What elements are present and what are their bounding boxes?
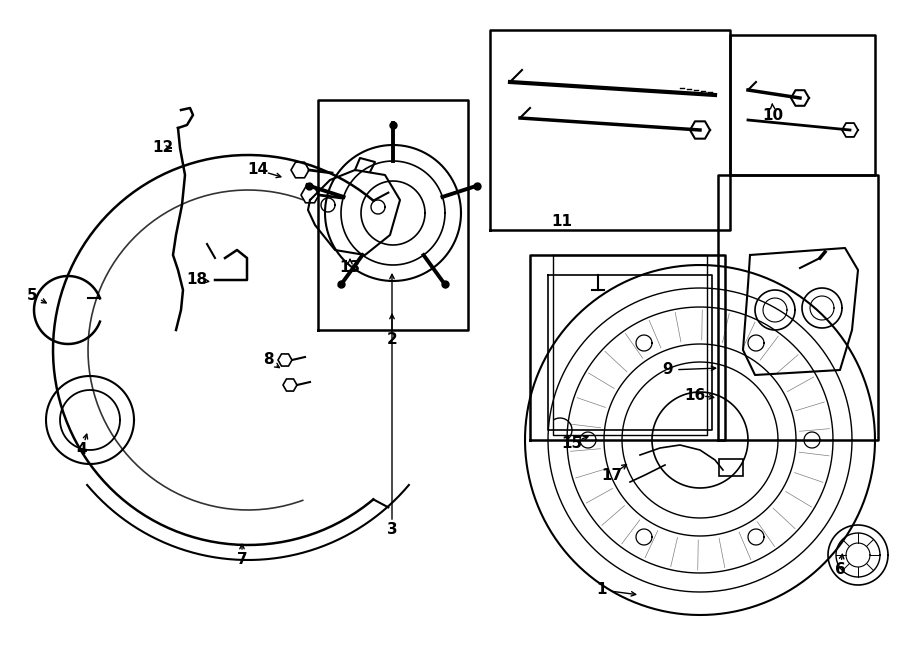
Text: 5: 5	[27, 288, 37, 303]
Text: 11: 11	[552, 215, 572, 229]
Text: 9: 9	[662, 362, 673, 377]
Text: 3: 3	[387, 522, 397, 537]
Text: 4: 4	[76, 442, 87, 457]
Text: 7: 7	[237, 553, 248, 568]
Text: 16: 16	[684, 387, 706, 403]
Text: 8: 8	[263, 352, 274, 368]
Text: 14: 14	[248, 163, 268, 178]
Text: 10: 10	[762, 108, 784, 122]
Text: 15: 15	[562, 436, 582, 451]
Text: 12: 12	[152, 141, 174, 155]
Text: 2: 2	[387, 332, 398, 348]
Text: 6: 6	[834, 563, 845, 578]
Text: 1: 1	[597, 582, 608, 598]
Text: 17: 17	[601, 467, 623, 483]
Text: 13: 13	[339, 260, 361, 276]
Text: 18: 18	[186, 272, 208, 288]
